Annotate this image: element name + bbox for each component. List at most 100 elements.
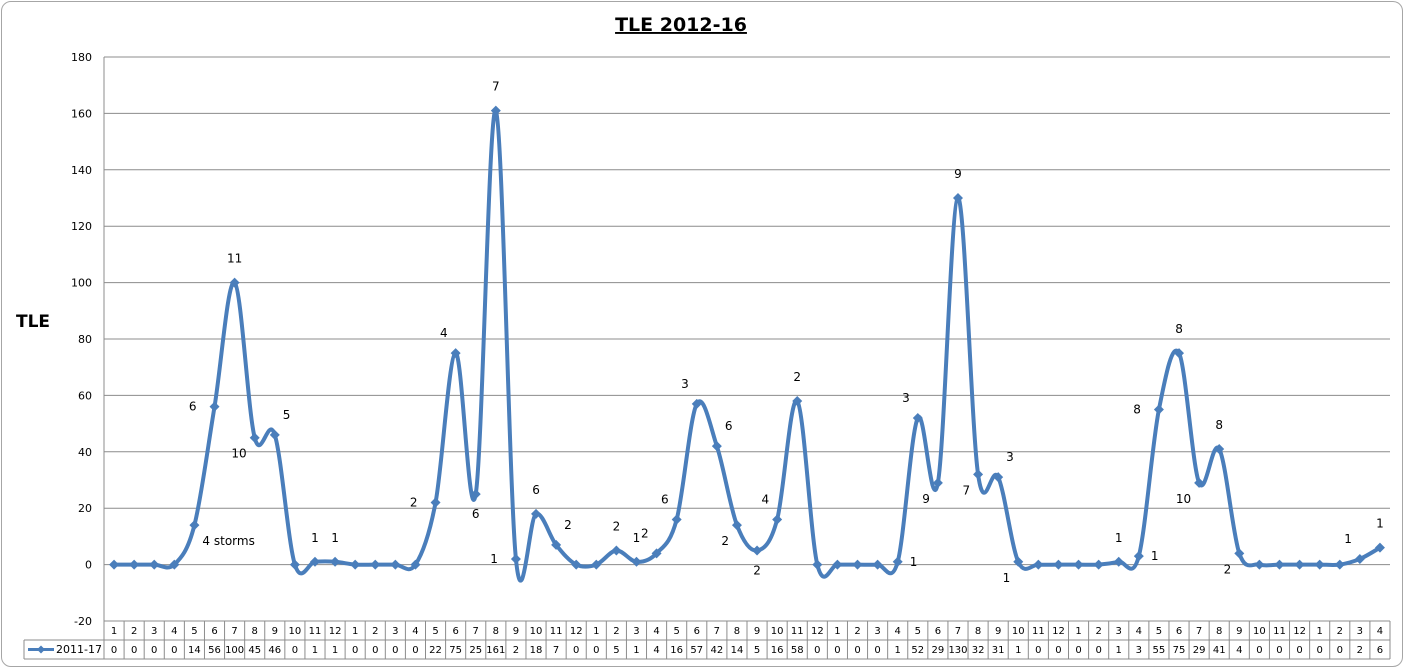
y-axis-ticks: -20 0 20 40 60 80 100 120 140 160 180	[71, 51, 92, 628]
data-label: 3	[902, 391, 910, 405]
category-label: 12	[1293, 626, 1306, 637]
category-label: 11	[1032, 626, 1045, 637]
y-tick-label: 80	[78, 333, 92, 346]
data-label: 4 storms	[202, 534, 254, 548]
data-label: 3	[1006, 450, 1014, 464]
series-name: 2011-17	[56, 643, 102, 656]
y-tick-label: 120	[71, 220, 92, 233]
table-value: 31	[992, 645, 1005, 656]
category-label: 10	[1253, 626, 1266, 637]
category-label: 8	[734, 626, 740, 637]
data-label: 1	[1376, 517, 1384, 531]
data-label: 2	[410, 496, 418, 510]
chart-title: TLE 2012-16	[615, 14, 747, 36]
data-point	[952, 193, 963, 203]
data-point	[510, 553, 521, 564]
data-label: 6	[725, 419, 733, 433]
data-point	[269, 429, 280, 440]
category-label: 3	[392, 626, 398, 637]
category-label: 2	[1337, 626, 1343, 637]
data-point	[1113, 556, 1124, 567]
data-label: 6	[661, 492, 669, 506]
table-value: 3	[1136, 645, 1142, 656]
category-label: 6	[1176, 626, 1182, 637]
category-label: 9	[513, 626, 519, 637]
category-label: 4	[1136, 626, 1142, 637]
category-label: 3	[1116, 626, 1122, 637]
table-value: 0	[593, 645, 599, 656]
data-point	[249, 432, 260, 443]
table-value: 14	[188, 645, 201, 656]
category-label: 4	[171, 626, 177, 637]
data-point	[350, 559, 361, 570]
table-value: 0	[292, 645, 298, 656]
data-label: 6	[532, 483, 540, 497]
table-value: 7	[553, 645, 559, 656]
data-label: 1	[1115, 531, 1123, 545]
data-point	[1214, 443, 1225, 454]
y-tick-label: 160	[71, 107, 92, 120]
data-point	[1174, 348, 1185, 359]
table-value: 2	[513, 645, 519, 656]
data-point	[1274, 559, 1285, 570]
data-point	[671, 514, 682, 525]
data-label: 6	[472, 507, 480, 521]
data-point	[390, 559, 401, 570]
data-label: 2	[564, 518, 572, 532]
table-value: 1	[1116, 645, 1122, 656]
table-value: 0	[854, 645, 860, 656]
data-point	[993, 472, 1004, 483]
category-label: 3	[1357, 626, 1363, 637]
category-label: 12	[1052, 626, 1065, 637]
category-label: 9	[272, 626, 278, 637]
category-label: 7	[955, 626, 961, 637]
category-label: 9	[995, 626, 1001, 637]
data-point	[289, 559, 300, 570]
data-point	[1033, 559, 1044, 570]
category-label: 4	[653, 626, 659, 637]
data-label: 8	[1175, 322, 1183, 336]
table-value: 0	[1316, 645, 1322, 656]
table-value: 4	[653, 645, 659, 656]
table-value: 161	[486, 645, 505, 656]
table-value: 1	[1015, 645, 1021, 656]
data-point	[229, 277, 240, 288]
category-label: 1	[834, 626, 840, 637]
gridlines	[103, 56, 1390, 622]
category-label: 3	[874, 626, 880, 637]
category-label: 8	[252, 626, 258, 637]
category-label: 5	[915, 626, 921, 637]
category-label: 1	[593, 626, 599, 637]
table-value: 29	[1193, 645, 1206, 656]
data-point	[852, 559, 863, 570]
table-value: 41	[1213, 645, 1226, 656]
table-value: 1	[312, 645, 318, 656]
data-point	[591, 559, 602, 570]
category-label: 9	[754, 626, 760, 637]
table-value: 0	[1337, 645, 1343, 656]
data-label: 4	[440, 326, 448, 340]
table-value: 0	[1035, 645, 1041, 656]
data-point	[531, 508, 542, 519]
table-value: 2	[1357, 645, 1363, 656]
data-label: 2	[721, 534, 729, 548]
table-value: 14	[731, 645, 744, 656]
table-value: 4	[1236, 645, 1242, 656]
y-tick-label: 100	[71, 277, 92, 290]
data-point	[430, 497, 441, 508]
data-point	[1314, 559, 1325, 570]
data-label: 6	[189, 400, 197, 414]
category-label: 7	[714, 626, 720, 637]
data-point	[1254, 559, 1265, 570]
table-value: 0	[573, 645, 579, 656]
table-value: 75	[449, 645, 462, 656]
category-label: 2	[854, 626, 860, 637]
category-label: 6	[452, 626, 458, 637]
category-label: 10	[530, 626, 543, 637]
table-value: 55	[1153, 645, 1166, 656]
data-point	[973, 469, 984, 480]
table-value: 75	[1173, 645, 1186, 656]
data-point	[1053, 559, 1064, 570]
category-label: 7	[1196, 626, 1202, 637]
